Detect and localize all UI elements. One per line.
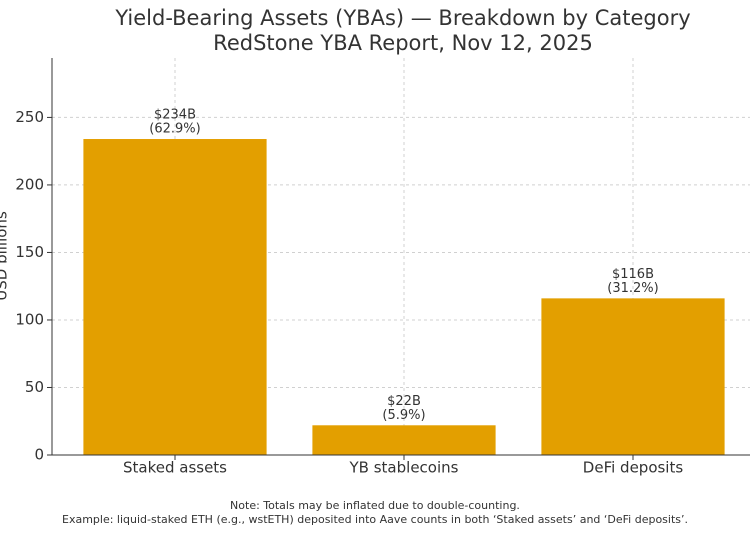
value-label: $234B — [154, 108, 196, 123]
x-tick-label: DeFi deposits — [583, 459, 684, 477]
note: Example: liquid-staked ETH (e.g., wstETH… — [62, 513, 688, 526]
chart-title: Yield-Bearing Assets (YBAs) — Breakdown … — [114, 6, 690, 30]
chart-subtitle: RedStone YBA Report, Nov 12, 2025 — [213, 31, 593, 55]
bar — [541, 298, 725, 455]
y-tick-label: 100 — [15, 310, 44, 328]
y-tick-label: 250 — [15, 108, 44, 126]
value-label: $116B — [612, 267, 654, 282]
y-axis-label: USD billions — [0, 211, 11, 301]
x-tick-label: Staked assets — [123, 459, 227, 477]
share-label: (5.9%) — [382, 408, 425, 423]
y-tick-label: 50 — [25, 378, 44, 396]
y-tick-label: 150 — [15, 243, 44, 261]
y-tick-label: 200 — [15, 175, 44, 193]
value-label: $22B — [387, 394, 421, 409]
share-label: (31.2%) — [607, 281, 658, 296]
note: Note: Totals may be inflated due to doub… — [230, 499, 520, 512]
bar — [312, 425, 496, 455]
x-tick-label: YB stablecoins — [349, 459, 459, 477]
share-label: (62.9%) — [149, 122, 200, 137]
bar — [83, 139, 267, 456]
y-tick-label: 0 — [34, 446, 44, 464]
